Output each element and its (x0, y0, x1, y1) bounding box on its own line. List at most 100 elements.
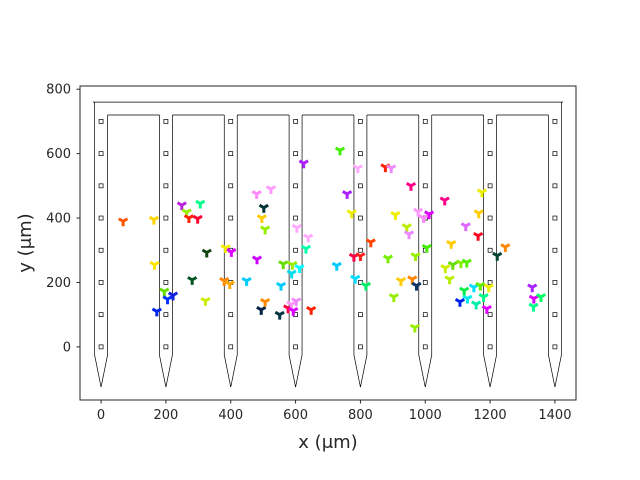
data-point (413, 207, 424, 217)
y-tick-label: 0 (63, 340, 71, 355)
data-point (274, 310, 285, 320)
electrode-site (552, 247, 558, 253)
electrode-site (422, 312, 428, 318)
data-point (410, 252, 421, 262)
x-tick-label: 1200 (474, 408, 507, 423)
data-point (390, 211, 401, 220)
data-point (446, 240, 457, 249)
data-point (118, 217, 129, 227)
data-point (472, 231, 484, 241)
data-point (300, 244, 312, 254)
data-point (459, 286, 470, 296)
data-point (447, 260, 458, 270)
data-point (476, 188, 488, 198)
data-point (440, 264, 451, 273)
electrode-site (98, 344, 104, 350)
x-tick-label: 800 (348, 408, 373, 423)
data-point (256, 214, 267, 224)
electrode-site (163, 151, 169, 156)
data-point (386, 164, 397, 174)
electrode-site (163, 312, 169, 318)
data-point (471, 300, 482, 310)
data-point (388, 293, 399, 302)
data-point (395, 277, 407, 286)
data-point (220, 244, 231, 253)
electrode-site (358, 183, 363, 189)
data-point (528, 302, 539, 312)
electrode-site (293, 151, 298, 156)
electrode-site (98, 247, 104, 253)
data-point (294, 264, 305, 273)
data-point (260, 225, 271, 235)
data-point (535, 293, 547, 302)
electrode-site (487, 280, 493, 285)
y-axis-ticks: 0 200 400 600 800 (46, 83, 80, 355)
data-point (149, 260, 160, 270)
data-point (151, 307, 162, 317)
data-point (409, 323, 420, 333)
data-point (500, 243, 511, 253)
electrode-site (98, 280, 104, 285)
electrode-site (487, 151, 493, 156)
electrode-site (293, 119, 298, 124)
electrode-site (293, 344, 298, 350)
electrode-site (163, 119, 169, 124)
data-points (118, 146, 547, 333)
electrode-site (552, 215, 558, 221)
electrode-site (293, 280, 298, 285)
data-point (478, 293, 489, 302)
electrode-site (422, 151, 428, 156)
data-point (251, 190, 262, 199)
data-point (350, 274, 361, 284)
electrode-site (487, 119, 493, 124)
electrode-site (228, 312, 234, 318)
data-point (382, 254, 394, 264)
data-point (418, 214, 429, 224)
data-point (405, 182, 417, 191)
electrode-site (358, 119, 363, 124)
electrode-site (552, 183, 558, 189)
data-point (200, 297, 211, 306)
data-point (342, 190, 353, 199)
data-point (201, 248, 212, 258)
data-point (462, 294, 473, 304)
data-point (460, 222, 471, 232)
electrode-site (228, 119, 234, 124)
data-point (481, 305, 492, 314)
data-point (260, 297, 271, 307)
electrode-site (422, 119, 428, 124)
electrode-site (358, 151, 363, 156)
electrode-site (98, 151, 104, 156)
data-point (162, 295, 173, 305)
data-point (286, 269, 297, 279)
data-point (219, 277, 230, 286)
data-point (251, 255, 263, 265)
electrode-site (163, 280, 169, 285)
data-point (298, 159, 309, 169)
x-tick-label: 0 (97, 408, 105, 423)
data-point (473, 209, 484, 219)
data-point (334, 146, 346, 156)
electrode-site (293, 215, 298, 221)
electrode-site (552, 280, 558, 285)
data-point (291, 223, 302, 233)
y-axis-label: y (μm) (15, 213, 36, 272)
data-point (421, 243, 432, 253)
y-tick-label: 200 (46, 276, 71, 291)
data-point (265, 185, 277, 195)
electrode-site (293, 247, 298, 253)
electrode-site (552, 344, 558, 350)
electrode-site (487, 215, 493, 221)
y-tick-label: 400 (46, 212, 71, 227)
data-point (275, 281, 287, 291)
data-point (176, 201, 187, 211)
probe-outline (92, 101, 564, 388)
data-point (365, 238, 376, 248)
electrode-site (163, 344, 169, 350)
y-tick-label: 800 (46, 83, 71, 98)
electrode-site (163, 183, 169, 189)
electrode-site (228, 344, 234, 350)
data-point (148, 215, 160, 225)
electrode-site (163, 247, 169, 253)
x-tick-label: 1400 (538, 408, 571, 423)
